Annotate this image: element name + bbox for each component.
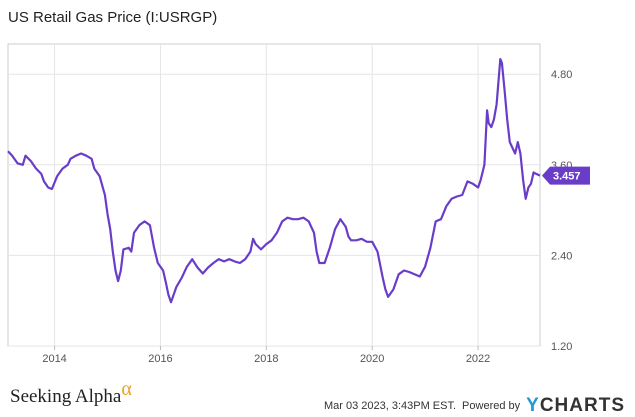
x-tick-label: 2018 [254, 353, 278, 365]
x-tick-label: 2016 [148, 353, 172, 365]
x-tick-label: 2022 [466, 353, 490, 365]
series-line [7, 58, 541, 304]
last-value-badge: 3.457 [542, 166, 590, 185]
ycharts-logo: YCHARTS [526, 395, 625, 417]
x-tick-label: 2020 [360, 353, 384, 365]
line-chart: 2014 2016 2018 2020 2022 1.202.403.604.80 3.… [7, 43, 590, 365]
brand-text: Seeking Alpha [10, 386, 122, 407]
x-axis-ticks: 2014 2016 2018 2020 2022 [42, 346, 490, 365]
y-axis-ticks: 1.202.403.604.80 [551, 69, 572, 353]
ycharts-y: Y [526, 395, 540, 416]
y-tick-label: 2.40 [551, 250, 572, 262]
seeking-alpha-logo: Seeking Alphaα [10, 378, 132, 408]
y-tick-label: 1.20 [551, 341, 572, 353]
timestamp: Mar 03 2023, 3:43PM EST. [323, 400, 457, 412]
last-value-text: 3.457 [553, 171, 581, 183]
y-tick-label: 4.80 [551, 69, 572, 81]
last-value-badge-bg [542, 166, 590, 185]
chart-title: US Retail Gas Price (I:USRGP) [8, 9, 218, 26]
alpha-icon: α [121, 378, 132, 400]
ycharts-text: CHARTS [539, 395, 625, 416]
footer: Mar 03 2023, 3:43PM EST. Powered by YCHA… [324, 395, 625, 417]
gridlines [8, 44, 540, 347]
powered-by: Powered by [462, 400, 521, 412]
x-tick-label: 2014 [42, 353, 66, 365]
